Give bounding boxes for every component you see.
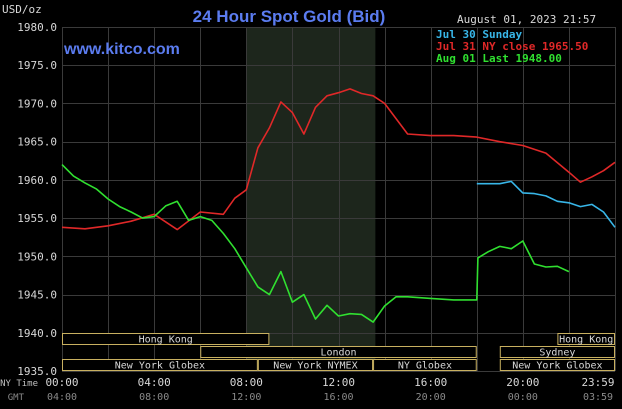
x-tick-label-gmt: 12:00	[231, 392, 261, 403]
x-tick-label-ny: 20:00	[506, 376, 539, 389]
session-bar	[257, 359, 374, 371]
x-axis-label-ny: NY Time	[0, 379, 38, 389]
legend-jul31: Jul 31 NY close 1965.50	[436, 40, 588, 53]
session-bar	[557, 333, 615, 345]
chart-datetime: August 01, 2023 21:57	[457, 13, 596, 26]
y-tick-label: 1980.0	[17, 21, 57, 34]
price-series	[61, 88, 616, 323]
active-band-rect	[246, 27, 376, 371]
x-tick-label-gmt: 00:00	[508, 392, 538, 403]
y-tick-label: 1950.0	[17, 250, 57, 263]
session-bar	[200, 346, 477, 358]
active-market-band	[246, 27, 376, 371]
y-tick-label: 1940.0	[17, 327, 57, 340]
y-tick-label: 1975.0	[17, 59, 57, 72]
x-axis-label-gmt: GMT	[8, 393, 25, 403]
x-tick-label-ny: 12:00	[322, 376, 355, 389]
session-bar	[62, 333, 270, 345]
chart-title: 24 Hour Spot Gold (Bid)	[193, 7, 386, 26]
session-bar	[499, 346, 615, 358]
y-tick-label: 1955.0	[17, 212, 57, 225]
x-tick-label-ny: 23:59	[581, 376, 614, 389]
session-label: Hong Kong	[559, 335, 613, 346]
session-label: New York Globex	[115, 361, 205, 372]
session-label: NY Globex	[398, 361, 452, 372]
x-tick-label-gmt: 20:00	[416, 392, 446, 403]
legend: Jul 30 Sunday Jul 31 NY close 1965.50 Au…	[436, 28, 588, 65]
x-axis-ticks: 00:00 04:00 04:00 08:00 08:00 12:00 12:00 16:00…	[45, 376, 614, 403]
session-label: Hong Kong	[139, 335, 193, 346]
series-jul30-line	[476, 180, 616, 228]
series-aug01-line	[61, 164, 570, 323]
legend-jul30: Jul 30 Sunday	[436, 28, 522, 41]
y-tick-label: 1945.0	[17, 289, 57, 302]
x-tick-label-gmt: 08:00	[139, 392, 169, 403]
session-label: Sydney	[539, 348, 575, 359]
x-tick-label-ny: 00:00	[45, 376, 78, 389]
y-axis-unit: USD/oz	[2, 3, 42, 16]
market-sessions: Hong Kong Hong Kong London Sydney New York G…	[62, 333, 615, 372]
y-tick-label: 1935.0	[17, 365, 57, 378]
session-label: New York Globex	[512, 361, 602, 372]
session-bar	[62, 359, 258, 371]
x-tick-label-gmt: 03:59	[583, 392, 613, 403]
legend-aug01: Aug 01 Last 1948.00	[436, 52, 562, 65]
session-bar	[373, 359, 477, 371]
x-tick-label-ny: 04:00	[138, 376, 171, 389]
y-tick-label: 1960.0	[17, 174, 57, 187]
x-tick-label-gmt: 04:00	[47, 392, 77, 403]
x-tick-label-ny: 16:00	[414, 376, 447, 389]
session-label: New York NYMEX	[273, 361, 357, 372]
chart-grid	[62, 27, 616, 372]
x-tick-label-gmt: 16:00	[323, 392, 353, 403]
session-label: London	[320, 348, 356, 359]
watermark-text: www.kitco.com	[63, 41, 180, 58]
session-bar	[499, 359, 615, 371]
y-axis-ticks: 1980.0 1975.0 1970.0 1965.0 1960.0 1955.0 1950…	[17, 21, 57, 378]
y-tick-label: 1965.0	[17, 136, 57, 149]
y-tick-label: 1970.0	[17, 97, 57, 110]
x-tick-label-ny: 08:00	[230, 376, 263, 389]
